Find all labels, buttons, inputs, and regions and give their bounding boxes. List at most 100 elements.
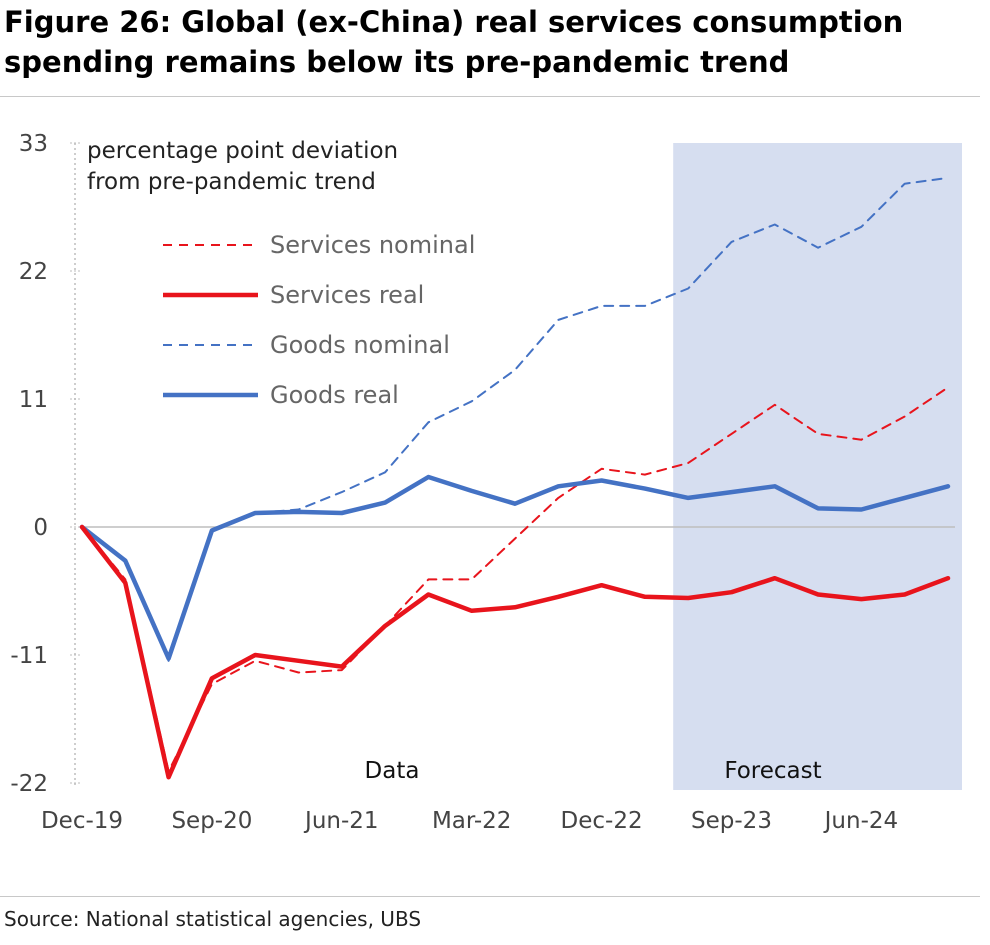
data-point	[428, 422, 429, 423]
data-point	[558, 596, 559, 597]
y-tick-label: 0	[33, 515, 48, 541]
data-point	[341, 513, 342, 514]
data-point	[688, 597, 689, 598]
data-point	[515, 369, 516, 370]
data-point	[688, 288, 689, 289]
top-divider	[0, 96, 980, 97]
data-point	[731, 592, 732, 593]
data-point	[385, 625, 386, 626]
chart-title: Figure 26: Global (ex-China) real servic…	[4, 2, 980, 82]
series-line-goods-nominal	[81, 176, 949, 662]
data-point	[385, 502, 386, 503]
x-tick-label: Sep-20	[171, 808, 252, 834]
x-tick-label: Jun-24	[823, 808, 899, 834]
data-point	[601, 305, 602, 306]
data-point	[948, 578, 949, 579]
legend-label: Goods nominal	[270, 331, 450, 359]
data-point	[601, 480, 602, 481]
data-point	[818, 594, 819, 595]
data-point	[774, 404, 775, 405]
data-point	[644, 305, 645, 306]
y-tick-label: 11	[19, 387, 48, 413]
data-point	[82, 527, 83, 528]
data-point	[774, 224, 775, 225]
data-region-label: Data	[365, 758, 420, 784]
forecast-band	[673, 143, 962, 790]
data-point	[774, 486, 775, 487]
x-tick-label: Jun-21	[303, 808, 379, 834]
data-point	[298, 511, 299, 512]
data-point	[298, 672, 299, 673]
data-point	[255, 660, 256, 661]
annotation-line-2: from pre-pandemic trend	[87, 169, 376, 195]
data-point	[861, 439, 862, 440]
data-point	[558, 486, 559, 487]
data-point	[428, 476, 429, 477]
data-point	[341, 670, 342, 671]
data-point	[948, 177, 949, 178]
data-point	[904, 497, 905, 498]
data-point	[471, 610, 472, 611]
forecast-region-label: Forecast	[724, 758, 821, 784]
legend-label: Services nominal	[270, 231, 475, 259]
data-point	[731, 433, 732, 434]
data-point	[255, 655, 256, 656]
data-point	[861, 509, 862, 510]
data-point	[125, 560, 126, 561]
data-point	[125, 582, 126, 583]
data-point	[471, 401, 472, 402]
data-point	[211, 530, 212, 531]
data-point	[731, 241, 732, 242]
y-tick-label: -22	[10, 771, 48, 797]
data-point	[861, 599, 862, 600]
title-line-2: spending remains below its pre-pandemic …	[4, 45, 790, 79]
data-point	[601, 585, 602, 586]
data-point	[818, 508, 819, 509]
x-tick-label: Dec-19	[41, 808, 123, 834]
data-point	[428, 594, 429, 595]
data-point	[211, 678, 212, 679]
bottom-divider	[0, 896, 980, 897]
data-point	[644, 596, 645, 597]
data-point	[515, 538, 516, 539]
y-tick-label: -11	[10, 643, 48, 669]
data-point	[948, 387, 949, 388]
data-point	[471, 579, 472, 580]
data-point	[904, 594, 905, 595]
y-tick-label: 33	[19, 131, 48, 157]
data-point	[255, 513, 256, 514]
data-point	[644, 474, 645, 475]
legend: Services nominal Services real Goods nomin…	[163, 231, 475, 409]
data-point	[688, 463, 689, 464]
data-point	[818, 247, 819, 248]
data-point	[515, 607, 516, 608]
x-tick-label: Sep-23	[691, 808, 772, 834]
data-point	[861, 226, 862, 227]
data-point	[341, 492, 342, 493]
data-point	[904, 183, 905, 184]
data-point	[818, 433, 819, 434]
data-point	[168, 658, 169, 659]
data-point	[731, 492, 732, 493]
series-line-services-nominal	[81, 386, 949, 773]
data-point	[601, 468, 602, 469]
data-point	[904, 416, 905, 417]
legend-label: Goods real	[270, 381, 399, 409]
y-tick-label: 22	[19, 259, 48, 285]
data-point	[298, 660, 299, 661]
annotation-line-1: percentage point deviation	[87, 138, 398, 164]
data-point	[644, 488, 645, 489]
x-tick-label: Mar-22	[432, 808, 512, 834]
data-point	[428, 579, 429, 580]
data-point	[774, 578, 775, 579]
x-axis: Dec-19 Sep-20 Jun-21 Mar-22 Dec-22 Sep-23 Jun-…	[41, 808, 898, 834]
data-point	[168, 777, 169, 778]
legend-label: Services real	[270, 281, 424, 309]
data-point	[558, 497, 559, 498]
data-point	[515, 503, 516, 504]
data-point	[385, 472, 386, 473]
y-axis: 33 22 11 0 -11 -22	[10, 131, 80, 797]
series-line-goods-real	[79, 474, 951, 661]
x-tick-label: Dec-22	[561, 808, 643, 834]
